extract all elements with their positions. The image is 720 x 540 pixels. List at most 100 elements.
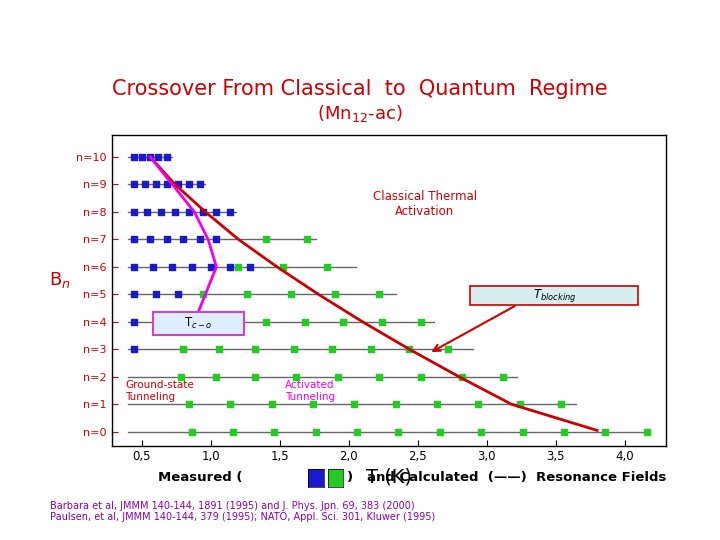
Point	[558, 428, 570, 436]
Point	[197, 290, 208, 299]
Point	[473, 400, 485, 409]
Point	[307, 400, 319, 409]
Point	[291, 373, 302, 381]
Point	[150, 180, 161, 189]
Point	[205, 262, 217, 271]
Point	[392, 428, 404, 436]
Point	[329, 290, 341, 299]
Point	[249, 373, 261, 381]
Text: T$_{blocking}$: T$_{blocking}$	[533, 287, 576, 305]
Point	[498, 373, 509, 381]
Point	[600, 428, 611, 436]
Point	[555, 400, 567, 409]
Point	[269, 428, 280, 436]
Point	[211, 235, 222, 244]
Point	[175, 373, 186, 381]
Point	[183, 318, 194, 326]
Point	[139, 180, 150, 189]
FancyBboxPatch shape	[153, 312, 244, 335]
Point	[415, 318, 426, 326]
Point	[178, 235, 189, 244]
Point	[249, 345, 261, 354]
Point	[153, 153, 164, 161]
Point	[321, 262, 333, 271]
Point	[197, 207, 208, 216]
Point	[211, 373, 222, 381]
Point	[456, 373, 468, 381]
Point	[348, 400, 360, 409]
Text: Measured (: Measured (	[158, 471, 243, 484]
Point	[288, 345, 300, 354]
Point	[145, 153, 156, 161]
Point	[225, 262, 236, 271]
Point	[183, 400, 194, 409]
Point	[142, 207, 153, 216]
Point	[390, 400, 402, 409]
Text: (Mn$_{12}$-ac): (Mn$_{12}$-ac)	[318, 103, 402, 124]
Text: Paulsen, et al, JMMM 140-144, 379 (1995); NATO, Appl. Sci. 301, Kluwer (1995): Paulsen, et al, JMMM 140-144, 379 (1995)…	[50, 512, 436, 522]
Point	[222, 318, 233, 326]
Point	[178, 345, 189, 354]
Point	[261, 235, 272, 244]
Point	[183, 207, 194, 216]
Text: Classical Thermal
Activation: Classical Thermal Activation	[372, 190, 477, 218]
X-axis label: T (K): T (K)	[366, 468, 412, 487]
Point	[475, 428, 487, 436]
Point	[376, 318, 387, 326]
Point	[351, 428, 363, 436]
Point	[186, 262, 197, 271]
Point	[128, 235, 140, 244]
Point	[244, 262, 256, 271]
Point	[338, 318, 349, 326]
Point	[241, 290, 253, 299]
Point	[169, 207, 181, 216]
Text: T$_{c-o}$: T$_{c-o}$	[184, 316, 213, 331]
Point	[332, 373, 343, 381]
Point	[299, 318, 310, 326]
Point	[161, 235, 173, 244]
Point	[302, 235, 313, 244]
Point	[225, 207, 236, 216]
Point	[442, 345, 454, 354]
Point	[161, 180, 173, 189]
Point	[365, 345, 377, 354]
Point	[225, 400, 236, 409]
Point	[153, 318, 164, 326]
Point	[150, 290, 161, 299]
Point	[128, 207, 140, 216]
Point	[128, 290, 140, 299]
FancyBboxPatch shape	[470, 286, 639, 305]
Point	[128, 318, 140, 326]
Point	[161, 153, 173, 161]
Text: Barbara et al, JMMM 140-144, 1891 (1995) and J. Phys. Jpn. 69, 383 (2000): Barbara et al, JMMM 140-144, 1891 (1995)…	[50, 501, 415, 511]
Point	[374, 373, 385, 381]
Point	[183, 180, 194, 189]
Point	[415, 373, 426, 381]
Point	[128, 180, 140, 189]
Point	[156, 207, 167, 216]
Text: Ground-state
Tunneling: Ground-state Tunneling	[125, 380, 194, 402]
Point	[431, 400, 443, 409]
Point	[194, 235, 206, 244]
Point	[266, 400, 277, 409]
Point	[261, 318, 272, 326]
Point	[128, 153, 140, 161]
Point	[285, 290, 297, 299]
Point	[145, 235, 156, 244]
Text: Activated
Tunneling: Activated Tunneling	[285, 380, 336, 402]
Point	[172, 180, 184, 189]
Point	[213, 345, 225, 354]
Point	[641, 428, 652, 436]
Point	[514, 400, 526, 409]
Point	[233, 262, 244, 271]
Point	[434, 428, 446, 436]
Point	[136, 153, 148, 161]
Point	[228, 428, 239, 436]
Point	[211, 207, 222, 216]
Point	[128, 262, 140, 271]
Point	[277, 262, 289, 271]
Point	[326, 345, 338, 354]
Point	[166, 262, 178, 271]
Point	[310, 428, 321, 436]
Point	[172, 290, 184, 299]
